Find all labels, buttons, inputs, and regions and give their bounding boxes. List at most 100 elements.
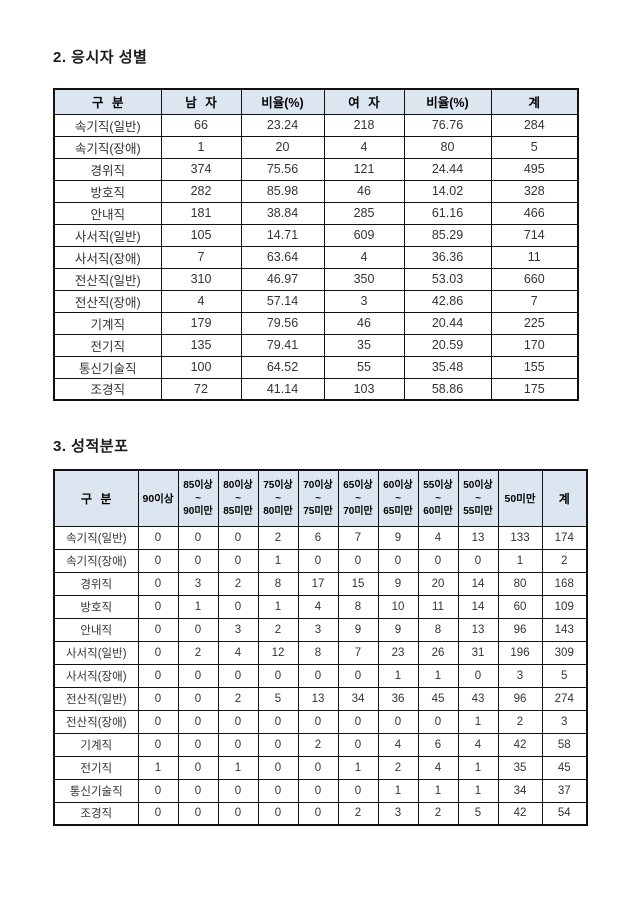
- table-row: 전산직(일반) 310 46.97 350 53.03 660: [53, 267, 579, 291]
- cell: 7: [160, 245, 242, 269]
- range-tilde: ~: [475, 492, 481, 504]
- cell: 0: [217, 663, 259, 688]
- gender-table: 구 분 남 자 비율(%) 여 자 비율(%) 계 속기직(일반) 66 23.24…: [53, 88, 579, 401]
- cell: 0: [177, 548, 219, 573]
- row-label: 속기직(장애): [53, 135, 162, 159]
- cell: 8: [297, 640, 339, 665]
- cell: 155: [490, 355, 579, 379]
- cell: 4: [217, 640, 259, 665]
- cell: 2: [257, 525, 299, 550]
- cell: 9: [377, 571, 419, 596]
- cell: 2: [257, 617, 299, 642]
- cell: 36.36: [403, 245, 492, 269]
- cell: 2: [337, 801, 379, 826]
- cell: 0: [297, 778, 339, 803]
- cell: 46: [323, 179, 405, 203]
- cell: 0: [177, 801, 219, 826]
- range-lower: 80미만: [263, 505, 293, 517]
- score-header-row: 구 분 90이상 85이상 ~ 90미만 80이상 ~ 85미만 75이상 ~: [53, 469, 588, 527]
- cell: 96: [497, 617, 543, 642]
- cell: 0: [217, 709, 259, 734]
- cell: 1: [457, 755, 499, 780]
- cell: 0: [137, 594, 179, 619]
- cell: 57.14: [240, 289, 325, 313]
- cell: 0: [417, 709, 459, 734]
- range-upper: 50이상: [463, 479, 493, 491]
- cell: 121: [323, 157, 405, 181]
- cell: 0: [337, 709, 379, 734]
- row-label: 전산직(장애): [53, 289, 162, 313]
- table-row: 안내직 181 38.84 285 61.16 466: [53, 201, 579, 225]
- cell: 8: [257, 571, 299, 596]
- cell: 100: [160, 355, 242, 379]
- cell: 3: [323, 289, 405, 313]
- table-row: 속기직(장애) 0 0 0 1 0 0 0 0 0 1 2: [53, 548, 588, 573]
- cell: 5: [541, 663, 588, 688]
- range-upper: 75이상: [263, 479, 293, 491]
- range-tilde: ~: [355, 492, 361, 504]
- cell: 66: [160, 113, 242, 137]
- row-label: 통신기술직: [53, 778, 139, 803]
- range-lower: 60미만: [423, 505, 453, 517]
- range-lower: 75미만: [303, 505, 333, 517]
- cell: 7: [490, 289, 579, 313]
- cell: 181: [160, 201, 242, 225]
- cell: 4: [457, 732, 499, 757]
- score-table-head: 구 분 90이상 85이상 ~ 90미만 80이상 ~ 85미만 75이상 ~: [53, 469, 588, 527]
- cell: 63.64: [240, 245, 325, 269]
- cell: 7: [337, 525, 379, 550]
- range-tilde: ~: [275, 492, 281, 504]
- row-label: 방호직: [53, 179, 162, 203]
- row-label: 전산직(장애): [53, 709, 139, 734]
- table-row: 전기직 1 0 1 0 0 1 2 4 1 35 45: [53, 755, 588, 780]
- cell: 4: [323, 245, 405, 269]
- cell: 35: [323, 333, 405, 357]
- cell: 76.76: [403, 113, 492, 137]
- cell: 1: [257, 548, 299, 573]
- range-upper: 55이상: [423, 479, 453, 491]
- cell: 0: [137, 525, 179, 550]
- cell: 2: [297, 732, 339, 757]
- table-row: 경위직 374 75.56 121 24.44 495: [53, 157, 579, 181]
- score-table-body: 속기직(일반) 0 0 0 2 6 7 9 4 13 133 174 속기직(장애) 0 0 0 1 0 0 0 0 0 1…: [53, 525, 588, 826]
- range-lower: 70미만: [343, 505, 373, 517]
- cell: 274: [541, 686, 588, 711]
- cell: 2: [541, 548, 588, 573]
- cell: 103: [323, 377, 405, 401]
- row-label: 전기직: [53, 333, 162, 357]
- gender-header-male-ratio: 비율(%): [240, 88, 325, 115]
- gender-header-female-ratio: 비율(%): [403, 88, 492, 115]
- cell: 45: [541, 755, 588, 780]
- cell: 2: [177, 640, 219, 665]
- cell: 14.02: [403, 179, 492, 203]
- range-lower: 65미만: [383, 505, 413, 517]
- cell: 46.97: [240, 267, 325, 291]
- cell: 135: [160, 333, 242, 357]
- score-table: 구 분 90이상 85이상 ~ 90미만 80이상 ~ 85미만 75이상 ~: [53, 469, 588, 826]
- cell: 58: [541, 732, 588, 757]
- table-row: 통신기술직 0 0 0 0 0 0 1 1 1 34 37: [53, 778, 588, 803]
- cell: 0: [337, 778, 379, 803]
- cell: 284: [490, 113, 579, 137]
- cell: 218: [323, 113, 405, 137]
- cell: 2: [497, 709, 543, 734]
- range-tilde: ~: [235, 492, 241, 504]
- score-section: 3. 성적분포 구 분 90이상 85이상 ~ 90미만: [53, 435, 640, 826]
- gender-header-row: 구 분 남 자 비율(%) 여 자 비율(%) 계: [53, 88, 579, 115]
- cell: 85.29: [403, 223, 492, 247]
- row-label: 전기직: [53, 755, 139, 780]
- cell: 0: [137, 686, 179, 711]
- row-label: 사서직(일반): [53, 640, 139, 665]
- cell: 0: [217, 594, 259, 619]
- cell: 23.24: [240, 113, 325, 137]
- cell: 374: [160, 157, 242, 181]
- cell: 17: [297, 571, 339, 596]
- table-row: 전산직(장애) 4 57.14 3 42.86 7: [53, 289, 579, 313]
- cell: 55: [323, 355, 405, 379]
- cell: 20: [240, 135, 325, 159]
- table-row: 경위직 0 3 2 8 17 15 9 20 14 80 168: [53, 571, 588, 596]
- cell: 6: [417, 732, 459, 757]
- cell: 8: [337, 594, 379, 619]
- cell: 3: [297, 617, 339, 642]
- row-label: 경위직: [53, 571, 139, 596]
